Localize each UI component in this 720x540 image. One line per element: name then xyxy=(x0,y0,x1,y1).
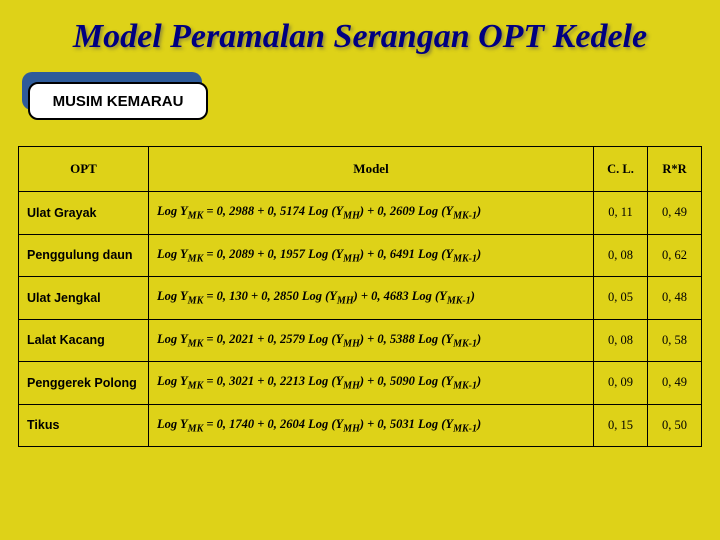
cell-model: Log YMK = 0, 2988 + 0, 5174 Log (YMH) + … xyxy=(149,192,594,235)
cell-rr: 0, 62 xyxy=(648,234,702,277)
cell-model: Log YMK = 0, 2089 + 0, 1957 Log (YMH) + … xyxy=(149,234,594,277)
cell-rr: 0, 50 xyxy=(648,404,702,447)
table-row: Ulat JengkalLog YMK = 0, 130 + 0, 2850 L… xyxy=(19,277,702,320)
title-text: Model Peramalan Serangan OPT Kedele xyxy=(73,18,647,55)
table-row: Lalat KacangLog YMK = 0, 2021 + 0, 2579 … xyxy=(19,319,702,362)
cell-model: Log YMK = 0, 2021 + 0, 2579 Log (YMH) + … xyxy=(149,319,594,362)
cell-cl: 0, 08 xyxy=(594,319,648,362)
cell-model: Log YMK = 0, 1740 + 0, 2604 Log (YMH) + … xyxy=(149,404,594,447)
cell-cl: 0, 09 xyxy=(594,362,648,405)
cell-rr: 0, 48 xyxy=(648,277,702,320)
cell-opt: Penggerek Polong xyxy=(19,362,149,405)
col-header-model: Model xyxy=(149,147,594,192)
cell-rr: 0, 58 xyxy=(648,319,702,362)
table-row: Penggulung daunLog YMK = 0, 2089 + 0, 19… xyxy=(19,234,702,277)
cell-opt: Tikus xyxy=(19,404,149,447)
table-row: Penggerek PolongLog YMK = 0, 3021 + 0, 2… xyxy=(19,362,702,405)
table-row: TikusLog YMK = 0, 1740 + 0, 2604 Log (YM… xyxy=(19,404,702,447)
col-header-cl: C. L. xyxy=(594,147,648,192)
cell-rr: 0, 49 xyxy=(648,192,702,235)
cell-rr: 0, 49 xyxy=(648,362,702,405)
col-header-opt: OPT xyxy=(19,147,149,192)
table-header-row: OPT Model C. L. R*R xyxy=(19,147,702,192)
season-badge: MUSIM KEMARAU xyxy=(28,82,208,124)
cell-model: Log YMK = 0, 130 + 0, 2850 Log (YMH) + 0… xyxy=(149,277,594,320)
cell-cl: 0, 08 xyxy=(594,234,648,277)
col-header-rr: R*R xyxy=(648,147,702,192)
cell-model: Log YMK = 0, 3021 + 0, 2213 Log (YMH) + … xyxy=(149,362,594,405)
cell-opt: Ulat Jengkal xyxy=(19,277,149,320)
table-row: Ulat GrayakLog YMK = 0, 2988 + 0, 5174 L… xyxy=(19,192,702,235)
badge-label: MUSIM KEMARAU xyxy=(28,82,208,120)
cell-cl: 0, 15 xyxy=(594,404,648,447)
cell-opt: Ulat Grayak xyxy=(19,192,149,235)
model-table-container: OPT Model C. L. R*R Ulat GrayakLog YMK =… xyxy=(18,146,702,447)
table-body: Ulat GrayakLog YMK = 0, 2988 + 0, 5174 L… xyxy=(19,192,702,447)
slide-title: Model Peramalan Serangan OPT Kedele xyxy=(0,0,720,64)
cell-opt: Penggulung daun xyxy=(19,234,149,277)
cell-opt: Lalat Kacang xyxy=(19,319,149,362)
model-table: OPT Model C. L. R*R Ulat GrayakLog YMK =… xyxy=(18,146,702,447)
cell-cl: 0, 05 xyxy=(594,277,648,320)
cell-cl: 0, 11 xyxy=(594,192,648,235)
